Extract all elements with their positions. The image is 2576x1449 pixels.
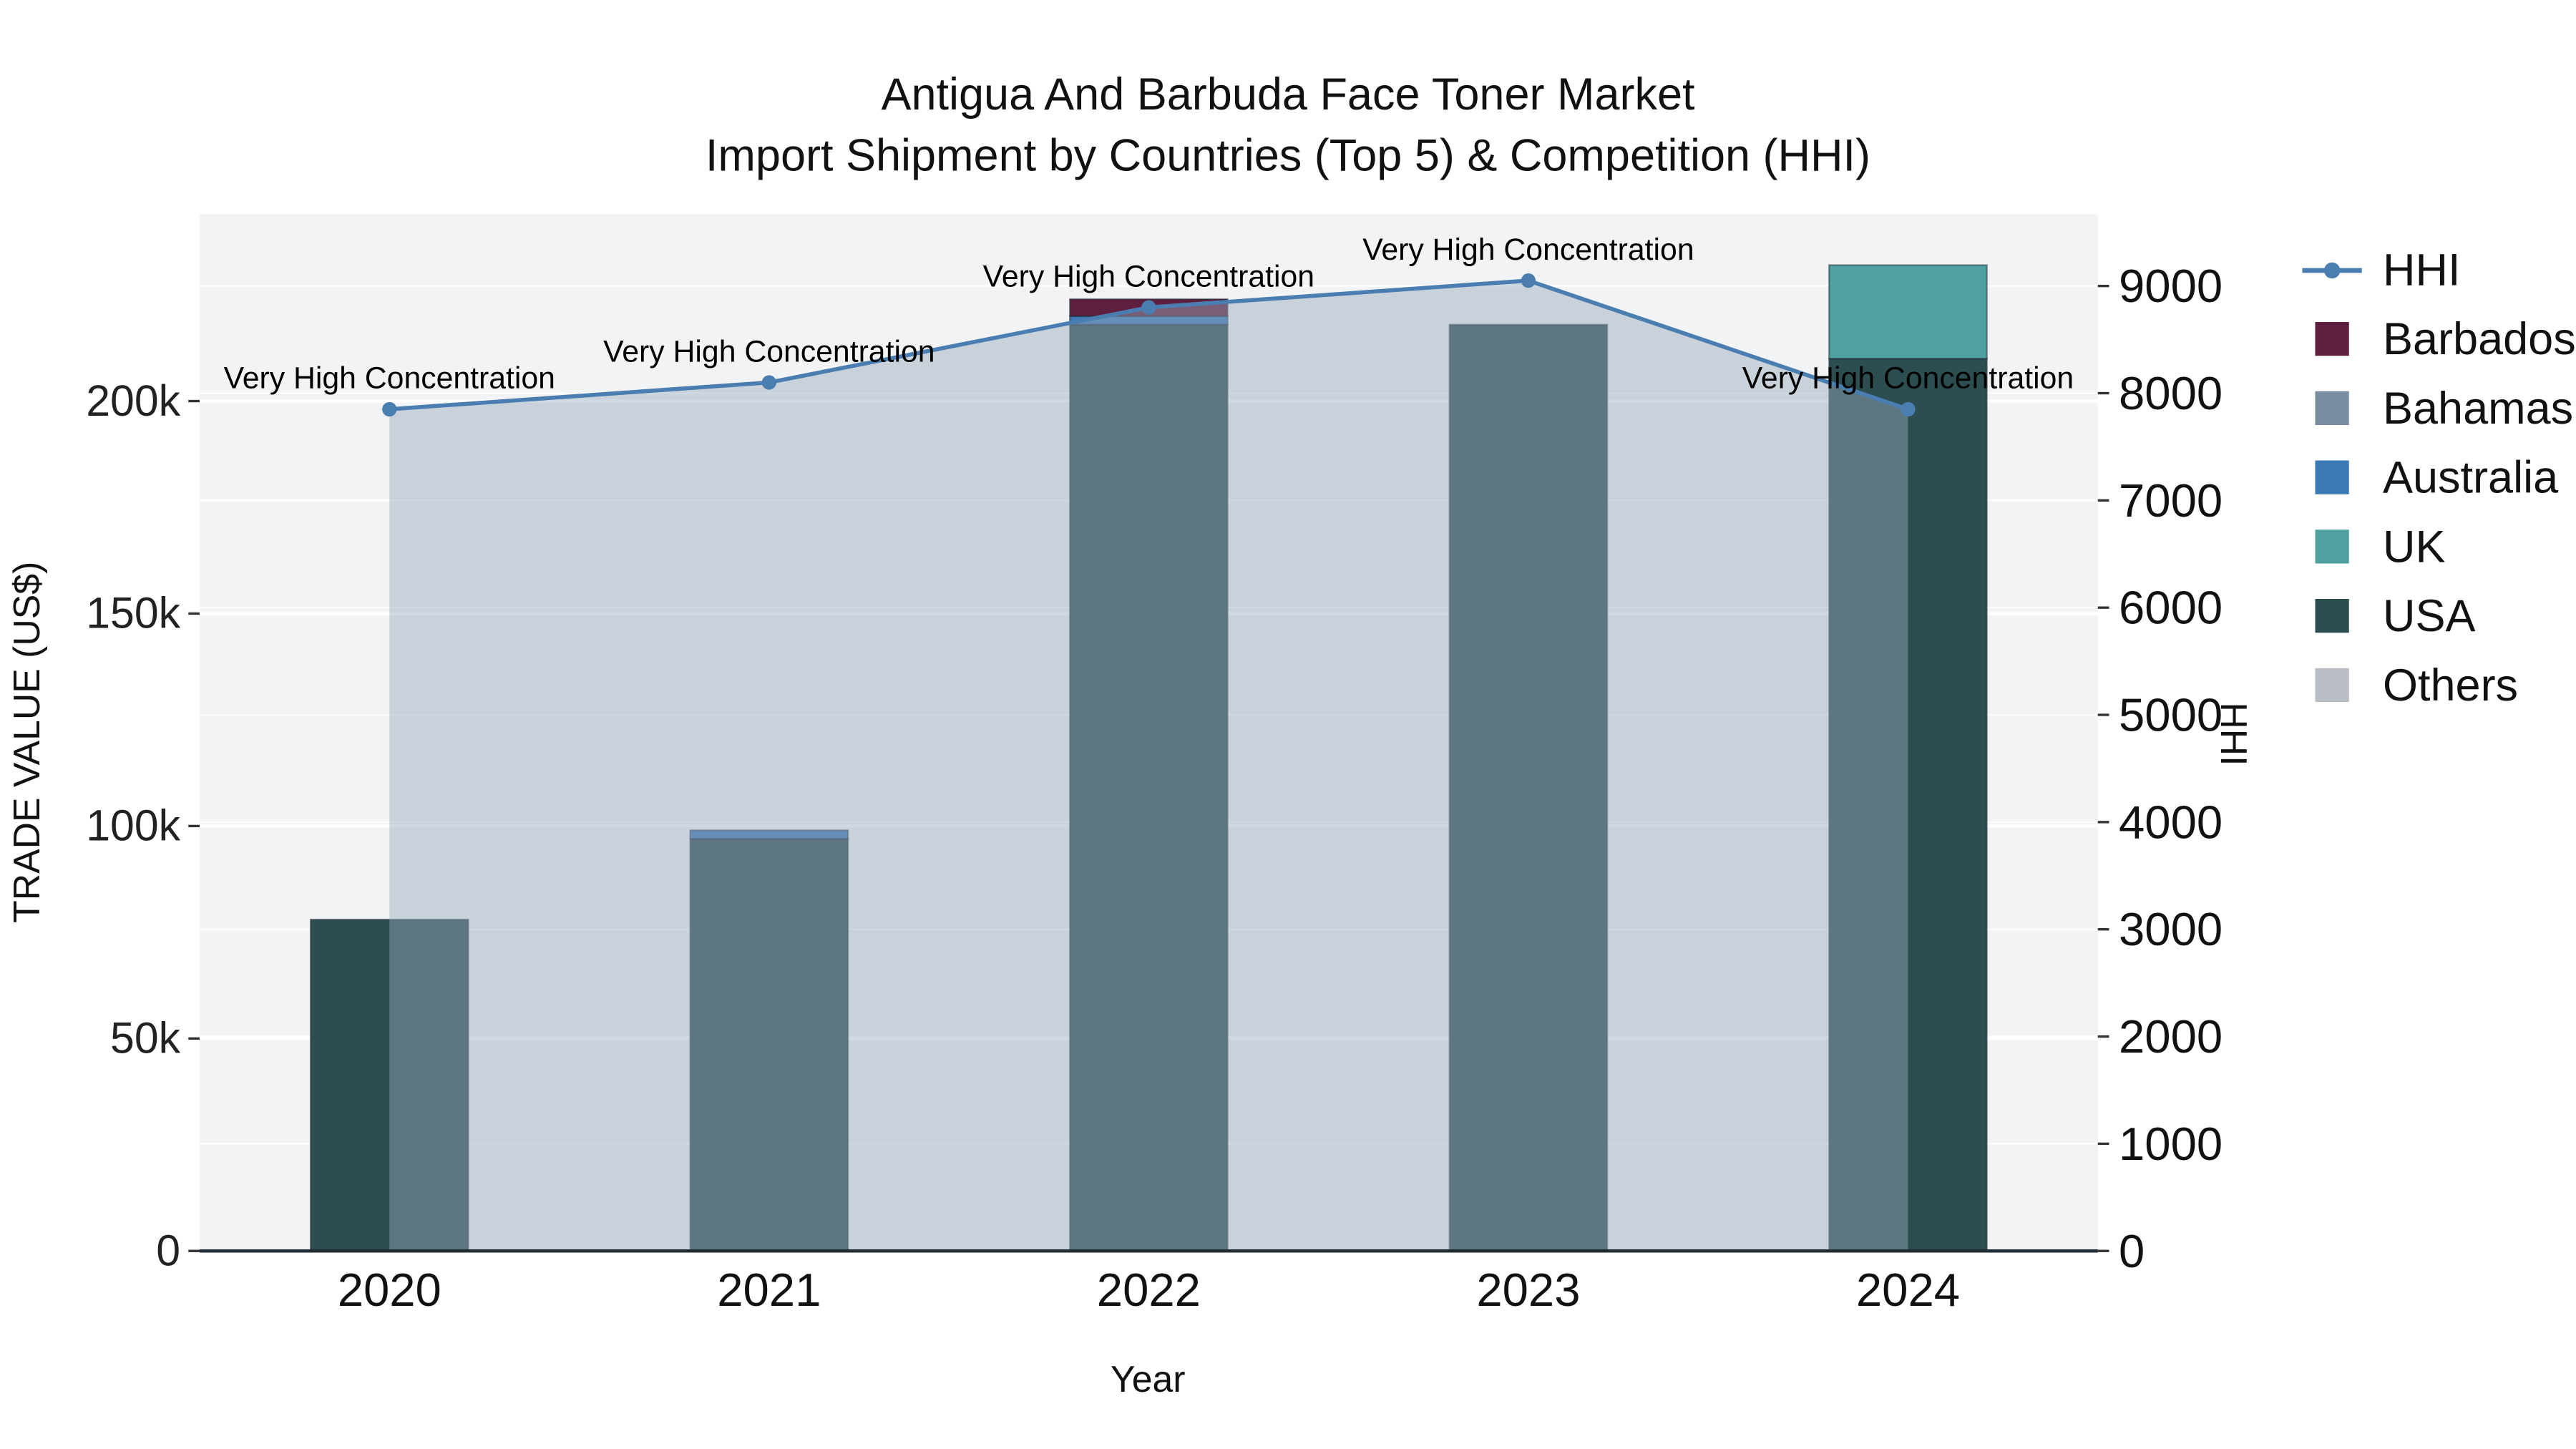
- bar-segment-usa-2022: [1069, 323, 1229, 1252]
- legend-swatch-icon: [2315, 460, 2349, 494]
- bar-segment-australia-2021: [689, 829, 849, 840]
- legend-item-uk[interactable]: UK: [2299, 512, 2576, 582]
- bar-segment-uk-2024: [1828, 264, 1988, 360]
- y-right-tick-label: 8000: [2119, 367, 2223, 419]
- x-axis-title: Year: [1110, 1357, 1186, 1400]
- y-left-tick-label: 100k: [86, 801, 180, 850]
- legend-item-usa[interactable]: USA: [2299, 581, 2576, 650]
- x-tick-label-2021: 2021: [717, 1264, 821, 1316]
- hhi-marker-2020: [382, 401, 397, 417]
- legend-label: Others: [2383, 659, 2519, 710]
- y-right-tick-label: 3000: [2119, 903, 2223, 955]
- y-left-tick-label: 0: [156, 1226, 180, 1275]
- y-axis-title-right: HHI: [2212, 702, 2255, 766]
- annotation-2024: Very High Concentration: [1742, 361, 2074, 396]
- y-right-tick-label: 7000: [2119, 474, 2223, 527]
- y-right-tick-label: 1000: [2119, 1118, 2223, 1170]
- y-right-tick-label: 4000: [2119, 796, 2223, 848]
- y-right-tick-label: 0: [2119, 1225, 2145, 1277]
- hhi-marker-2022: [1141, 300, 1156, 315]
- annotation-2021: Very High Concentration: [603, 334, 935, 369]
- annotation-2023: Very High Concentration: [1362, 233, 1694, 267]
- y-right-tick-label: 2000: [2119, 1010, 2223, 1063]
- bar-segment-usa-2023: [1448, 323, 1609, 1252]
- y-left-tick-label: 150k: [86, 589, 180, 638]
- legend: HHI Barbados Bahamas Australia UK USA Others: [2299, 235, 2576, 720]
- legend-item-bahamas[interactable]: Bahamas: [2299, 374, 2576, 443]
- legend-swatch-icon: [2315, 530, 2349, 564]
- legend-label: Bahamas: [2383, 382, 2574, 433]
- chart-title-line2: Import Shipment by Countries (Top 5) & C…: [705, 130, 1871, 180]
- legend-label: Barbados: [2383, 313, 2576, 364]
- legend-item-barbados[interactable]: Barbados: [2299, 304, 2576, 374]
- x-tick-label-2022: 2022: [1097, 1264, 1201, 1316]
- legend-item-australia[interactable]: Australia: [2299, 443, 2576, 512]
- legend-item-others[interactable]: Others: [2299, 650, 2576, 720]
- chart-title-line1: Antigua And Barbuda Face Toner Market: [881, 69, 1695, 119]
- legend-swatch-icon: [2315, 391, 2349, 425]
- hhi-marker-2024: [1901, 401, 1916, 417]
- y-right-tick-label: 5000: [2119, 689, 2223, 741]
- x-tick-label-2020: 2020: [338, 1264, 441, 1316]
- annotation-2022: Very High Concentration: [983, 259, 1314, 293]
- annotation-2020: Very High Concentration: [224, 361, 555, 396]
- legend-swatch-icon: [2315, 599, 2349, 633]
- hhi-marker-2023: [1521, 273, 1536, 288]
- x-tick-label-2023: 2023: [1476, 1264, 1580, 1316]
- y-left-tick-label: 200k: [86, 376, 180, 425]
- y-right-tick-label: 9000: [2119, 260, 2223, 312]
- legend-label: Australia: [2383, 452, 2559, 502]
- hhi-marker-2021: [761, 375, 776, 390]
- legend-swatch-icon: [2315, 668, 2349, 702]
- x-tick-label-2024: 2024: [1856, 1264, 1960, 1316]
- hhi-area: [389, 280, 1908, 1252]
- y-left-tick-label: 50k: [110, 1014, 181, 1063]
- legend-label: UK: [2383, 520, 2446, 571]
- legend-line-marker-icon: [2302, 261, 2362, 278]
- legend-label: USA: [2383, 590, 2476, 640]
- bar-segment-usa-2024: [1828, 358, 1988, 1252]
- legend-item-hhi[interactable]: HHI: [2299, 235, 2576, 305]
- chart-title: Antigua And Barbuda Face Toner Market Im…: [0, 64, 2576, 187]
- legend-swatch-icon: [2315, 322, 2349, 356]
- y-axis-title-left: TRADE VALUE (US$): [5, 561, 48, 923]
- legend-label: HHI: [2383, 243, 2461, 294]
- y-right-tick-label: 6000: [2119, 582, 2223, 634]
